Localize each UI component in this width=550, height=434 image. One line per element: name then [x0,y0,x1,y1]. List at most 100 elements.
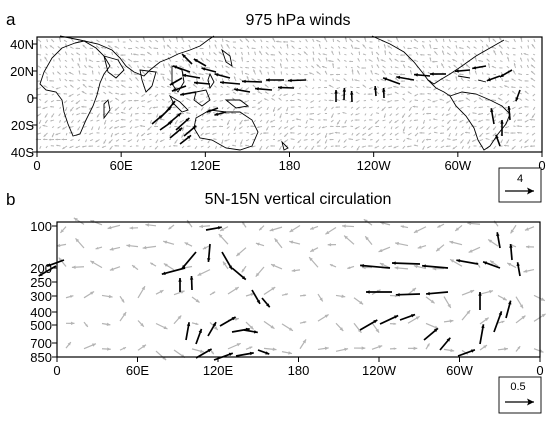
significant-wind-vector [515,89,521,102]
background-wind-vector [448,132,451,137]
background-wind-vector [298,47,302,49]
background-wind-vector [156,113,159,118]
background-wind-vector [188,39,191,43]
x-tick-label: 60E [110,158,133,173]
background-wind-vector [351,69,354,75]
background-wind-vector [519,139,523,142]
background-wind-vector [284,80,289,82]
background-wind-vector [135,40,139,43]
background-wind-vector [374,72,380,75]
background-circulation-vector [218,233,229,245]
background-wind-vector [530,77,536,82]
background-wind-vector [432,118,438,121]
background-circulation-vector [443,319,454,323]
background-circulation-vector [523,268,535,273]
background-wind-vector [401,119,406,124]
background-wind-vector [136,132,139,137]
background-circulation-vector [479,317,490,325]
background-wind-vector [212,106,217,108]
background-wind-vector [445,145,451,148]
panel-b-ref-label: 0.5 [510,381,525,393]
background-wind-vector [224,139,230,142]
background-wind-vector [400,80,406,82]
background-wind-vector [64,78,68,82]
background-wind-vector [394,132,399,136]
background-wind-vector [227,78,230,82]
background-wind-vector [402,126,406,132]
background-wind-vector [253,119,256,123]
background-wind-vector [413,119,419,122]
background-circulation-vector [506,262,517,269]
background-wind-vector [201,87,204,90]
background-wind-vector [356,145,360,151]
background-wind-vector [396,45,399,49]
background-wind-vector [97,145,100,147]
background-circulation-vector [191,348,205,353]
background-wind-vector [187,145,191,147]
background-wind-vector [292,85,295,88]
background-wind-vector [104,126,107,130]
background-wind-vector [525,86,529,88]
background-wind-vector [446,126,451,131]
background-wind-vector [321,126,328,129]
background-wind-vector [109,79,113,82]
background-wind-vector [473,119,477,121]
background-wind-vector [181,58,185,62]
background-wind-vector [383,126,386,129]
background-circulation-vector [289,224,301,233]
background-wind-vector [455,76,458,82]
background-wind-vector [466,45,471,49]
background-circulation-vector [75,237,85,249]
background-wind-vector [107,44,113,49]
background-wind-vector [422,44,425,49]
significant-wind-vector [382,77,401,85]
background-wind-vector [220,119,224,121]
background-wind-vector [227,132,230,136]
background-wind-vector [219,100,224,102]
background-wind-vector [39,145,42,149]
background-wind-vector [207,139,211,144]
background-wind-vector [433,126,438,129]
background-wind-vector [85,139,87,143]
background-wind-vector [128,47,133,50]
background-wind-vector [76,87,81,90]
background-wind-vector [116,113,120,115]
background-wind-vector [525,98,529,101]
background-wind-vector [344,53,347,56]
background-circulation-vector [443,348,455,353]
background-wind-vector [454,51,458,56]
background-wind-vector [155,86,159,88]
background-wind-vector [305,65,308,69]
background-wind-vector [265,113,269,115]
background-wind-vector [459,119,464,123]
background-wind-vector [520,145,523,149]
significant-wind-vector [214,73,231,79]
background-circulation-vector [173,315,182,325]
background-wind-vector [468,70,471,75]
background-wind-vector [529,145,536,148]
background-wind-vector [75,47,81,50]
background-wind-vector [247,51,250,56]
background-wind-vector [220,93,224,96]
background-wind-vector [435,106,438,108]
background-wind-vector [401,113,406,119]
background-wind-vector [148,80,152,82]
panel-a-reference-vector: 4 [498,167,542,203]
background-wind-vector [82,79,87,82]
background-wind-vector [389,138,393,140]
background-circulation-vector [101,347,111,351]
background-wind-vector [427,106,432,108]
background-circulation-vector [329,263,337,268]
background-wind-vector [181,100,185,102]
background-wind-vector [447,106,451,112]
significant-circulation-vector [478,292,482,310]
background-wind-vector [364,113,367,116]
background-wind-vector [452,145,458,150]
background-wind-vector [63,39,68,43]
background-wind-vector [213,52,217,56]
background-wind-vector [442,93,445,96]
background-wind-vector [324,132,328,139]
background-wind-vector [220,74,224,76]
background-wind-vector [273,70,276,75]
background-wind-vector [382,119,386,122]
